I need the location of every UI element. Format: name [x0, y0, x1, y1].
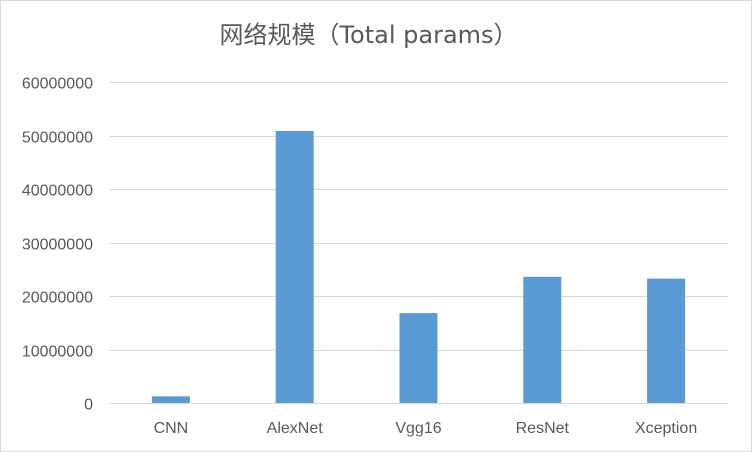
- x-category-label: AlexNet: [267, 420, 324, 437]
- x-category-label: ResNet: [516, 420, 570, 437]
- chart-title: 网络规模（Total params）: [219, 21, 518, 49]
- bar-alexnet: [275, 131, 314, 403]
- y-tick-label: 30000000: [22, 237, 93, 254]
- x-category-label: Xception: [635, 420, 697, 437]
- x-category-label: CNN: [154, 420, 189, 437]
- x-axis-categories: CNN AlexNet Vgg16 ResNet Xception: [154, 420, 698, 437]
- bar-vgg16: [399, 313, 438, 403]
- bar-xception: [647, 278, 686, 403]
- y-tick-label: 20000000: [22, 290, 93, 307]
- bar-cnn: [151, 396, 190, 403]
- y-tick-label: 40000000: [22, 183, 93, 200]
- y-tick-label: 60000000: [22, 76, 93, 93]
- y-tick-label: 0: [84, 397, 93, 414]
- bars: [151, 131, 686, 403]
- x-category-label: Vgg16: [395, 420, 441, 437]
- y-tick-label: 50000000: [22, 130, 93, 147]
- y-axis-ticks: 0 10000000 20000000 30000000 40000000 5000000…: [22, 76, 93, 414]
- bar-resnet: [523, 276, 562, 403]
- y-tick-label: 10000000: [22, 344, 93, 361]
